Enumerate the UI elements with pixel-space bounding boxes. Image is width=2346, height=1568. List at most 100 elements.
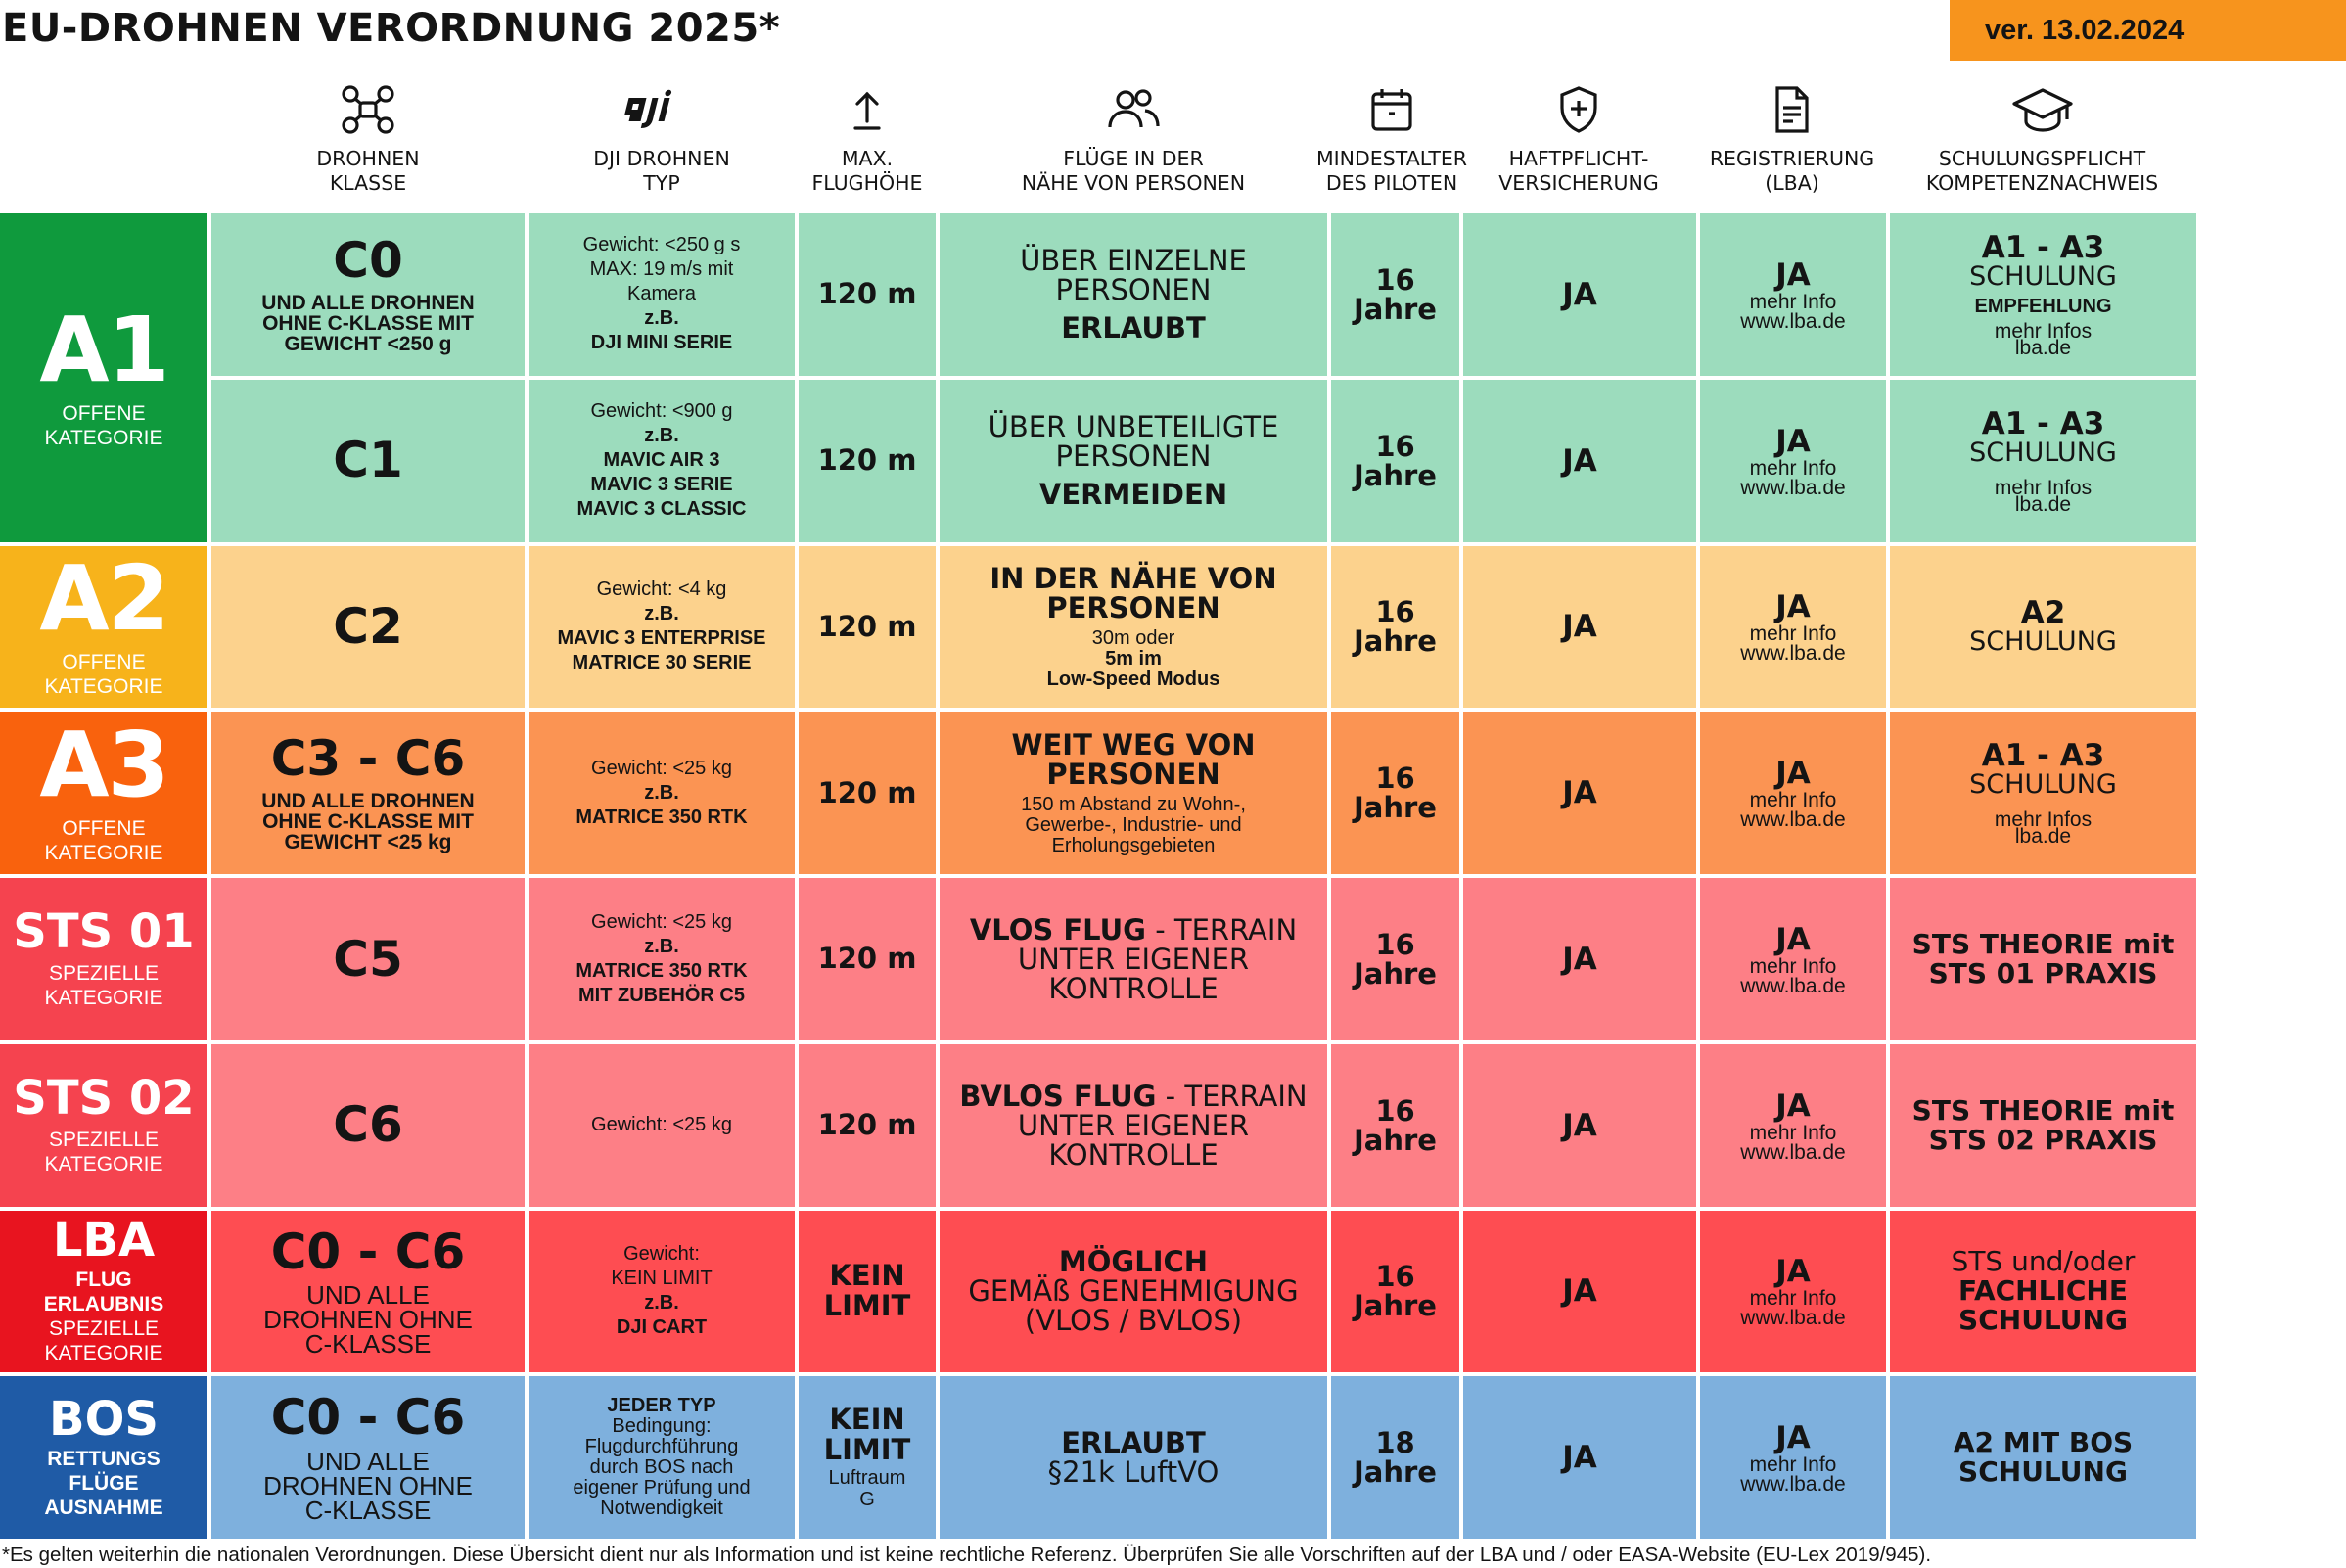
type-line: Gewicht: <25 kg: [591, 910, 732, 933]
category-bos: BOS RETTUNGS FLÜGE AUSNAHME: [0, 1376, 207, 1539]
flight-rule-line: (VLOS / BVLOS): [1024, 1304, 1243, 1338]
registration-value: JA: [1775, 1420, 1811, 1456]
cell-training: A1 - A3 SCHULUNG mehr Infos lba.de: [1890, 712, 2196, 874]
category-sts01: STS 01 SPEZIELLE KATEGORIE: [0, 878, 207, 1040]
max-altitude: 120 m: [817, 277, 917, 311]
registration-link[interactable]: www.lba.de: [1740, 1140, 1846, 1164]
training-line: SCHULUNG: [1958, 1455, 2128, 1489]
training-link[interactable]: lba.de: [2014, 336, 2072, 359]
cell-insurance: JA: [1463, 213, 1696, 376]
category-label-line: SPEZIELLE: [48, 1317, 160, 1341]
category-label-line: AUSNAHME: [44, 1496, 163, 1519]
training-line: STS THEORIE mit: [1911, 927, 2175, 960]
cell-dji-type: JEDER TYP Bedingung: Flugdurchführung du…: [529, 1376, 795, 1539]
type-line: Gewicht:: [623, 1243, 700, 1266]
category-label-line: SPEZIELLE: [48, 961, 160, 985]
footnote: *Es gelten weiterhin die nationalen Vero…: [2, 1544, 1932, 1566]
registration-link[interactable]: www.lba.de: [1740, 808, 1846, 832]
note-line: UND ALLE: [306, 1280, 430, 1311]
min-age-unit: Jahre: [1354, 1123, 1437, 1157]
training-subtitle: SCHULUNG: [1969, 769, 2117, 801]
min-age-unit: Jahre: [1354, 624, 1437, 659]
cell-people-flights: MÖGLICH GEMÄß GENEHMIGUNG (VLOS / BVLOS): [940, 1210, 1327, 1373]
max-altitude: LIMIT: [823, 1433, 911, 1467]
drone-class: C6: [333, 1096, 403, 1154]
flight-rule-line: PERSONEN: [1046, 590, 1220, 624]
cell-training: STS und/oder FACHLICHE SCHULUNG: [1890, 1210, 2196, 1373]
header-line: VERSICHERUNG: [1498, 171, 1659, 195]
cell-dji-type: Gewicht: KEIN LIMIT z.B. DJI CART: [529, 1210, 795, 1373]
type-line: Gewicht: <900 g: [590, 400, 733, 423]
dji-logo-icon: [624, 89, 672, 128]
type-line: z.B.: [644, 781, 679, 804]
registration-link[interactable]: www.lba.de: [1740, 974, 1846, 997]
category-sts02: STS 02 SPEZIELLE KATEGORIE: [0, 1043, 207, 1207]
cell-people-flights: IN DER NÄHE VON PERSONEN 30m oder 5m im …: [940, 545, 1327, 709]
flight-rule-text: - TERRAIN: [1156, 1079, 1308, 1113]
insurance-value: JA: [1562, 1440, 1597, 1476]
header-line: TYP: [643, 171, 680, 195]
type-line: DJI MINI SERIE: [590, 332, 733, 354]
cell-people-flights: VLOS FLUG - TERRAIN UNTER EIGENER KONTRO…: [940, 878, 1327, 1040]
max-altitude: 120 m: [817, 443, 917, 478]
arrow-up-icon: [853, 91, 881, 130]
flight-rule-detail: Erholungsgebieten: [1051, 834, 1216, 856]
cell-max-altitude: 120 m: [799, 545, 936, 709]
max-altitude: 120 m: [817, 775, 917, 809]
note-line: UND ALLE DROHNEN: [261, 789, 475, 812]
cell-drone-class: C0 - C6 UND ALLE DROHNEN OHNE C-KLASSE: [211, 1376, 525, 1539]
cell-registration: JA mehr Info www.lba.de: [1700, 878, 1886, 1040]
min-age-unit: Jahre: [1354, 1289, 1437, 1323]
header-registration: REGISTRIERUNG (LBA): [1699, 84, 1885, 206]
training-title: A1 - A3: [1981, 405, 2105, 441]
type-line: Gewicht: <25 kg: [591, 757, 732, 779]
cell-registration: JA mehr Info www.lba.de: [1700, 545, 1886, 709]
note-line: DROHNEN OHNE: [263, 1470, 473, 1500]
registration-link[interactable]: www.lba.de: [1740, 1307, 1846, 1330]
header-line: SCHULUNGSPFLICHT: [1938, 147, 2146, 170]
training-link[interactable]: lba.de: [2014, 492, 2072, 516]
type-line: durch BOS nach: [589, 1456, 734, 1479]
training-link[interactable]: lba.de: [2014, 825, 2072, 849]
category-name: LBA: [52, 1213, 156, 1268]
registration-link[interactable]: www.lba.de: [1740, 642, 1846, 666]
flight-rule-line: GEMÄß GENEHMIGUNG: [968, 1274, 1299, 1309]
note-line: GEWICHT <250 g: [284, 332, 452, 355]
cell-insurance: JA: [1463, 379, 1696, 542]
cell-min-age: 16 Jahre: [1331, 712, 1459, 874]
category-lba: LBA FLUG ERLAUBNIS SPEZIELLE KATEGORIE: [0, 1210, 207, 1373]
min-age-unit: Jahre: [1354, 292, 1437, 326]
training-line: SCHULUNG: [1958, 1304, 2128, 1337]
type-line: MATRICE 350 RTK: [575, 806, 748, 828]
type-line: MATRICE 350 RTK: [575, 959, 748, 982]
header-dji-type: DJI DROHNEN TYP: [529, 84, 795, 206]
drone-icon: [342, 85, 394, 134]
registration-link[interactable]: www.lba.de: [1740, 476, 1846, 499]
registration-link[interactable]: www.lba.de: [1740, 1473, 1846, 1497]
category-label: SPEZIELLE KATEGORIE: [45, 1316, 163, 1365]
cell-registration: JA mehr Info www.lba.de: [1700, 712, 1886, 874]
category-label-line: FLUG: [75, 1268, 132, 1292]
type-line: JEDER TYP: [607, 1395, 716, 1417]
cell-drone-class: C5: [211, 878, 525, 1040]
type-line: Gewicht: <4 kg: [596, 578, 727, 601]
type-line: z.B.: [644, 1292, 679, 1314]
cell-min-age: 16 Jahre: [1331, 1210, 1459, 1373]
cell-drone-class: C6: [211, 1043, 525, 1207]
cell-insurance: JA: [1463, 1210, 1696, 1373]
cell-drone-class: C3 - C6 UND ALLE DROHNEN OHNE C-KLASSE M…: [211, 712, 525, 874]
cell-drone-class: C1: [211, 379, 525, 542]
max-altitude: KEIN: [829, 1403, 905, 1437]
cell-max-altitude: 120 m: [799, 379, 936, 542]
flight-type: BVLOS FLUG: [959, 1079, 1157, 1113]
registration-info: mehr Info: [1749, 1121, 1837, 1144]
training-info: mehr Infos: [1994, 808, 2093, 832]
cell-registration: JA mehr Info www.lba.de: [1700, 213, 1886, 376]
cell-training: STS THEORIE mit STS 02 PRAXIS: [1890, 1043, 2196, 1207]
registration-link[interactable]: www.lba.de: [1740, 309, 1846, 333]
cell-drone-class: C2: [211, 545, 525, 709]
flight-rule-line: BVLOS FLUG - TERRAIN: [959, 1082, 1307, 1111]
flight-rule-line: VLOS FLUG - TERRAIN: [970, 915, 1297, 945]
cell-min-age: 16 Jahre: [1331, 213, 1459, 376]
category-label-line: KATEGORIE: [44, 1152, 163, 1176]
